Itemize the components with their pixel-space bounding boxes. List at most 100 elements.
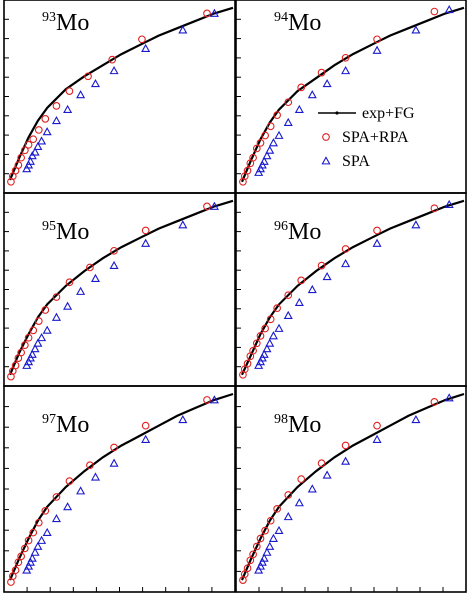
exp-fg-line: [240, 199, 465, 376]
spa-point: [37, 333, 47, 342]
spa-rpa-point: [273, 111, 282, 119]
spa-point: [259, 349, 269, 358]
spa-point: [51, 312, 61, 321]
panel-mo94: 94Mo: [235, 0, 467, 194]
spa-rpa-point: [266, 315, 275, 324]
spa-rpa-point: [65, 477, 74, 485]
spa-point: [109, 458, 119, 467]
spa-rpa-point: [249, 550, 257, 559]
spa-rpa-point: [24, 333, 33, 342]
spa-point: [30, 147, 40, 156]
legend-label-spa: SPA: [342, 153, 370, 170]
spa-rpa-point: [203, 202, 211, 211]
spa-rpa-point: [256, 534, 265, 543]
spa-rpa-point: [252, 144, 261, 153]
spa-rpa-point: [317, 261, 326, 270]
spa-rpa-point: [341, 53, 350, 62]
spa-point: [42, 527, 52, 537]
spa-rpa-point: [284, 491, 293, 499]
spa-point: [341, 456, 351, 465]
spa-point: [33, 541, 43, 550]
spa-rpa-point: [138, 35, 146, 44]
legend: exp+FG SPA+RPA SPA: [318, 105, 415, 170]
mass-number: 94: [274, 10, 288, 25]
spa-point: [90, 273, 101, 282]
spa-rpa-point: [341, 441, 350, 450]
spa-rpa-point: [256, 332, 265, 340]
spa-rpa-point: [41, 506, 50, 515]
spa-point: [274, 323, 284, 332]
spa-point: [90, 78, 101, 88]
spa-point: [322, 470, 332, 479]
spa-point: [294, 498, 304, 507]
spa-point: [178, 25, 188, 34]
spa-rpa-point: [297, 83, 306, 92]
spa-point: [30, 344, 40, 353]
panel-mo96: 96Mo: [235, 192, 467, 387]
spa-rpa-point: [284, 291, 293, 300]
panel-mo93: 93Mo: [3, 0, 236, 194]
spa-point: [341, 259, 351, 268]
spa-rpa-point: [65, 278, 74, 287]
spa-rpa-point: [203, 396, 211, 404]
spa-rpa-point: [52, 102, 61, 110]
spa-rpa-point: [52, 493, 61, 501]
spa-point: [265, 338, 275, 347]
spa-point: [24, 561, 34, 570]
panel-label-mo97: 97Mo: [42, 412, 89, 438]
spa-point: [283, 512, 293, 521]
spa-rpa-point: [41, 306, 50, 314]
element-symbol: Mo: [288, 10, 321, 36]
spa-rpa-point: [86, 263, 94, 272]
spa-point: [178, 414, 188, 424]
spa-rpa-point: [29, 528, 38, 537]
exp-fg-line: [8, 199, 234, 376]
spa-rpa-point: [297, 475, 306, 483]
spa-point: [90, 472, 101, 481]
spa-rpa-point: [17, 348, 26, 357]
spa-point: [33, 141, 43, 151]
spa-rpa-point: [261, 526, 269, 535]
spa-point: [76, 90, 86, 99]
spa-point: [274, 525, 284, 535]
spa-point: [262, 344, 272, 353]
exp-fg-line: [240, 392, 465, 581]
spa-point: [25, 156, 35, 165]
spa-rpa-point: [21, 146, 29, 155]
panel-mo95: 95Mo: [3, 192, 236, 387]
spa-rpa-point: [249, 346, 257, 355]
spa-rpa-point: [34, 126, 43, 134]
spa-rpa-point: [430, 7, 439, 16]
spa-rpa-point: [141, 421, 150, 430]
spa-rpa-point: [17, 552, 26, 561]
legend-label-fg: exp+FG: [362, 105, 415, 122]
spa-rpa-point: [41, 114, 50, 123]
panel-label-mo94: 94Mo: [274, 10, 321, 36]
spa-point: [51, 513, 61, 523]
spa-point: [259, 553, 269, 562]
spa-point: [268, 138, 278, 147]
spa-point: [322, 271, 332, 281]
spa-rpa-point: [261, 131, 269, 140]
spa-point: [265, 541, 275, 550]
spa-point: [254, 565, 264, 574]
spa-point: [283, 117, 293, 126]
panel-label-mo96: 96Mo: [274, 219, 321, 245]
spa-rpa-point: [261, 324, 269, 333]
legend-dot-swatch: [335, 111, 339, 115]
spa-rpa-point: [65, 87, 74, 95]
spa-point: [63, 104, 73, 114]
spa-point: [294, 104, 304, 114]
spa-rpa-point: [252, 542, 261, 551]
spa-point: [63, 502, 73, 511]
exp-fg-line: [240, 6, 465, 183]
spa-point: [372, 45, 382, 54]
spa-point: [341, 66, 351, 75]
exp-fg-line: [8, 392, 234, 581]
spa-point: [178, 220, 188, 229]
spa-point: [262, 547, 272, 556]
spa-rpa-point: [34, 518, 43, 527]
spa-point: [411, 25, 421, 34]
spa-point: [27, 553, 37, 562]
